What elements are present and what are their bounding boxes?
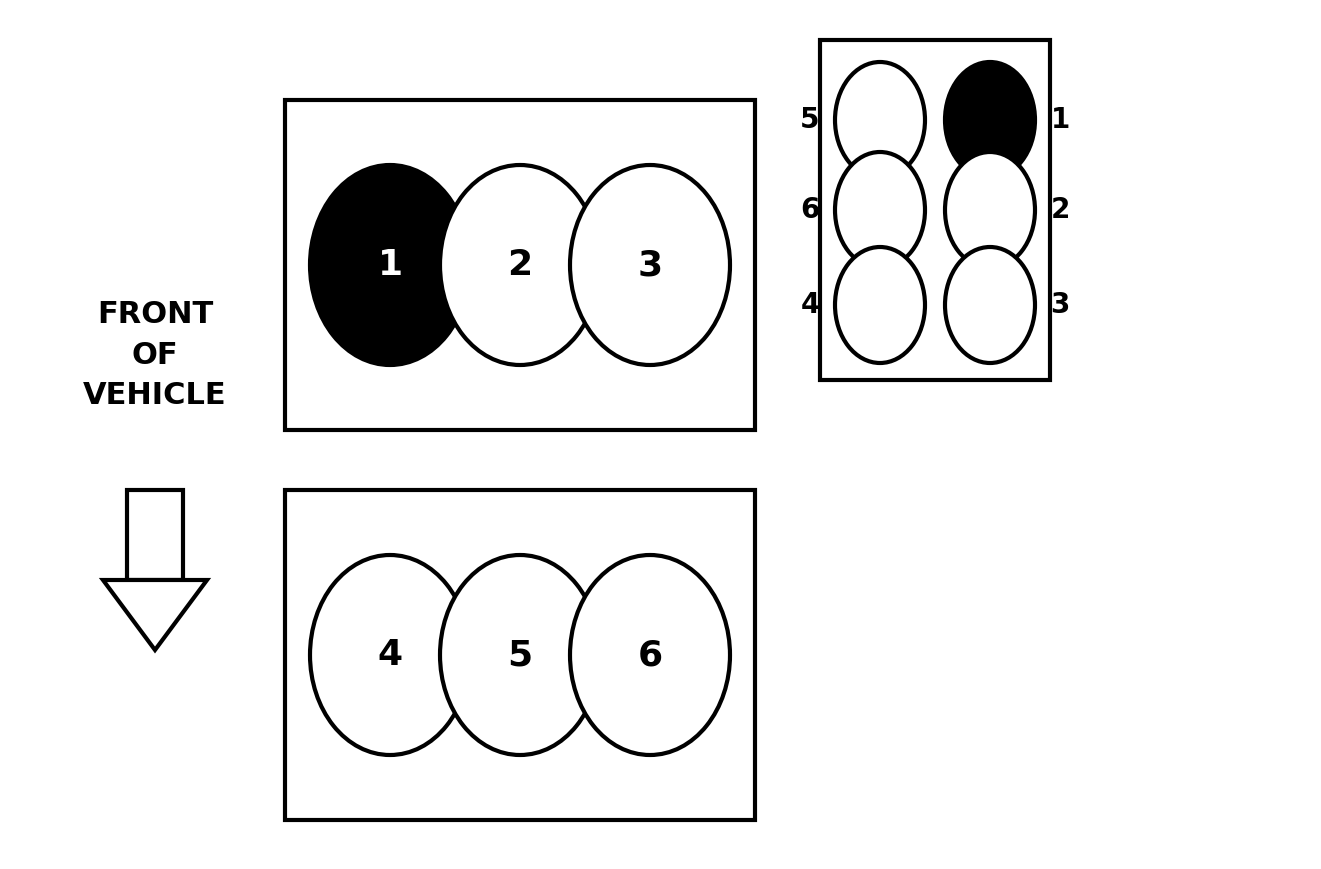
Text: 4: 4	[801, 291, 820, 319]
Text: 1: 1	[1050, 106, 1070, 134]
Bar	[820, 40, 1050, 380]
Text: FRONT
OF
VEHICLE: FRONT OF VEHICLE	[83, 300, 227, 410]
Ellipse shape	[310, 165, 470, 365]
Text: 3: 3	[638, 248, 663, 282]
Ellipse shape	[835, 62, 925, 178]
Text: 2: 2	[1050, 196, 1070, 224]
Ellipse shape	[835, 247, 925, 363]
Text: 1: 1	[378, 248, 403, 282]
Text: 4: 4	[378, 638, 403, 672]
Ellipse shape	[310, 555, 470, 755]
Polygon shape	[103, 580, 207, 650]
Bar	[285, 100, 756, 430]
Ellipse shape	[945, 152, 1034, 268]
Ellipse shape	[440, 555, 600, 755]
Text: 6: 6	[638, 638, 663, 672]
Text: 2: 2	[507, 248, 532, 282]
Text: 5: 5	[507, 638, 532, 672]
Ellipse shape	[569, 165, 731, 365]
Ellipse shape	[440, 165, 600, 365]
Bar	[285, 490, 756, 820]
Bar	[127, 490, 184, 580]
Ellipse shape	[945, 62, 1034, 178]
Ellipse shape	[835, 152, 925, 268]
Ellipse shape	[569, 555, 731, 755]
Text: 3: 3	[1050, 291, 1070, 319]
Ellipse shape	[945, 247, 1034, 363]
Text: 5: 5	[801, 106, 820, 134]
Text: 6: 6	[801, 196, 820, 224]
